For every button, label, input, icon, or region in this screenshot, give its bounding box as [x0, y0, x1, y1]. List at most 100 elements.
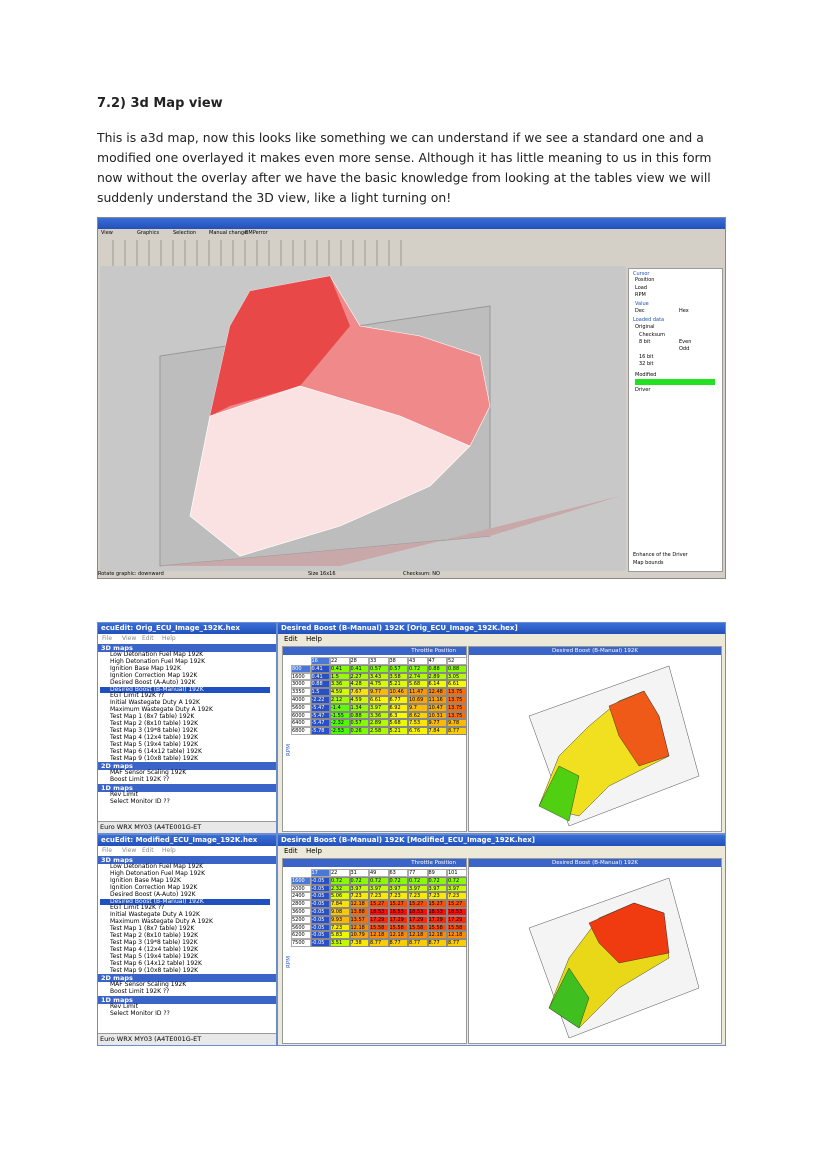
cell: -0.05: [310, 900, 330, 908]
cell: 5.68: [408, 680, 428, 689]
winols-window: View Graphics Selection Manual change BMPerr…: [97, 217, 726, 579]
cell: 12.18: [408, 931, 428, 940]
cell: 18.53: [447, 908, 467, 916]
sidebar-label: Position: [635, 277, 655, 283]
cell: 3.97: [349, 884, 369, 893]
cell: 7.23: [330, 923, 350, 932]
map-title: Desired Boost (B-Manual) 192K [Orig_ECU_…: [278, 623, 725, 634]
cell: 0.72: [330, 876, 350, 885]
menu-item: Help: [306, 635, 322, 643]
list-item: Test Map 2 (8x10 table) 192K: [110, 932, 199, 939]
cell: 3.97: [369, 703, 389, 712]
list-item: Desired Boost (A-Auto) 192K: [110, 678, 196, 686]
chart-title: Desired Boost (B-Manual) 192K: [469, 647, 721, 655]
cell: 18.53: [369, 908, 389, 916]
cell: 13.75: [447, 703, 467, 712]
column-header: 31: [349, 869, 369, 877]
cell: 15.58: [427, 923, 447, 932]
cell: 0.72: [408, 876, 428, 885]
column-header: 63: [388, 869, 408, 877]
list-item: Rev Limit: [110, 791, 138, 799]
cell: 13.57: [349, 915, 369, 924]
paragraph-line: now without the overlay after we have th…: [97, 170, 711, 185]
cell: 6.77: [388, 696, 408, 704]
row-header: 3600: [291, 908, 311, 916]
list-item: Select Monitor ID ??: [110, 1010, 170, 1018]
graph-3d: [100, 266, 626, 571]
cell: 13.75: [447, 688, 467, 696]
row-header: 2000: [291, 884, 311, 893]
cell: 9.7: [408, 703, 428, 712]
cell: -0.05: [310, 923, 330, 932]
cell: 0.72: [427, 876, 447, 885]
list-item: Ignition Base Map 192K: [110, 664, 181, 672]
sidebar-label: 8 bit: [639, 339, 651, 345]
graph-area: Desired Boost (B-Manual) 192K: [468, 858, 722, 1044]
row-header: 3000: [291, 680, 311, 689]
cell: 15.27: [369, 900, 389, 908]
list-item: Initial Wastegate Duty A 192K: [110, 911, 200, 919]
list-item: Test Map 4 (12x4 table) 192K: [110, 945, 199, 953]
cell: -2.53: [330, 727, 350, 735]
cell: 0.57: [388, 664, 408, 673]
cell: 0.88: [427, 664, 447, 673]
cell: 17.29: [388, 915, 408, 924]
cell: 15.27: [408, 900, 428, 908]
list-window: ecuEdit: Modified_ECU_Image_192K.hex File…: [97, 834, 277, 1046]
menu-item: Graphics: [137, 230, 160, 236]
paragraph-line: This is a3d map, now this looks like som…: [97, 130, 704, 145]
row-header: 1600: [291, 672, 311, 681]
cell: 2.32: [330, 884, 350, 893]
cell: 3.97: [388, 884, 408, 893]
cell: 3.36: [369, 711, 389, 720]
list-item: Maximum Wastegate Duty A 192K: [110, 706, 213, 714]
list-item: EGT Limit 192K ??: [110, 904, 165, 912]
group-header: 3D maps: [98, 856, 276, 864]
list-item: Desired Boost (B-Manual) 192K: [100, 686, 270, 694]
sidebar-label: Original: [635, 324, 655, 330]
cell: 2.12: [330, 696, 350, 704]
list-title: ecuEdit: Modified_ECU_Image_192K.hex: [98, 835, 276, 846]
cell: 12.18: [349, 923, 369, 932]
cell: -5.78: [310, 727, 330, 735]
group-header: 1D maps: [98, 784, 276, 793]
row-header: 6200: [291, 931, 311, 940]
cell: 8.77: [447, 727, 467, 735]
map-title: Desired Boost (B-Manual) 192K [Modified_…: [278, 835, 725, 846]
status-bar: Rotate graphic: downward Size 16x16 Checks…: [98, 571, 725, 578]
cell: 12.18: [388, 931, 408, 940]
cell: 17.29: [427, 915, 447, 924]
list-window: ecuEdit: Orig_ECU_Image_192K.hex File View…: [97, 622, 277, 834]
cell: 6.3: [388, 711, 408, 720]
sidebar-label: Checksum: [639, 332, 666, 338]
table-area: Throttle Position RPM 17 22 31 49 63 77 89 101 160…: [282, 858, 467, 1044]
cell: 9.78: [447, 719, 467, 728]
cell: 0.72: [408, 664, 428, 673]
row-header: 6000: [291, 711, 311, 720]
list-item: Test Map 1 (8x7 table) 192K: [110, 713, 195, 721]
cell: 7.23: [369, 892, 389, 901]
table-area: Throttle Position RPM 16 22 28 33 38 43 47 52 800 0…: [282, 646, 467, 832]
row-header: 3350: [291, 688, 311, 696]
cell: 7.23: [408, 892, 428, 901]
group-header: 2D maps: [98, 762, 276, 771]
cell: -0.05: [310, 876, 330, 885]
list-item: Test Map 1 (8x7 table) 192K: [110, 925, 195, 933]
cell: 17.29: [447, 915, 467, 924]
sidebar-label: Value: [635, 301, 649, 307]
cell: 8.77: [388, 939, 408, 947]
sidebar: Cursor Position Load RPM Value Dec Hex Loaded d…: [628, 268, 723, 572]
cell: 7.23: [349, 892, 369, 901]
option: Map bounds: [633, 560, 664, 566]
column-header: 47: [427, 657, 447, 665]
map-window: Desired Boost (B-Manual) 192K [Modified_…: [277, 834, 726, 1046]
modified-indicator: [635, 379, 715, 385]
title-bar: [98, 218, 725, 229]
cell: 1.34: [349, 703, 369, 712]
sidebar-label: Dec: [635, 308, 645, 314]
cell: 7.38: [349, 939, 369, 947]
row-header: 5600: [291, 703, 311, 712]
sidebar-label: Cursor: [633, 271, 650, 277]
menu-item: Selection: [173, 230, 197, 236]
list-item: Boost Limit 192K ??: [110, 988, 170, 996]
